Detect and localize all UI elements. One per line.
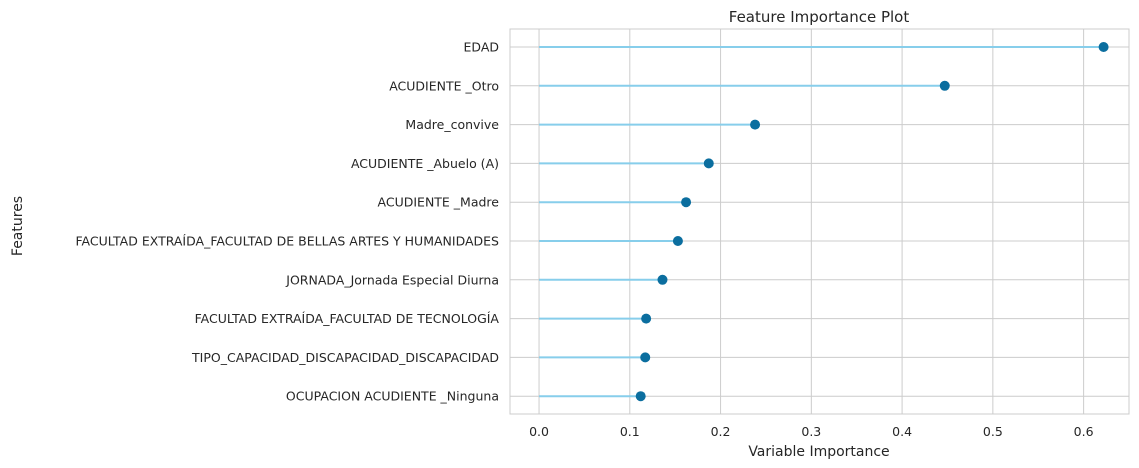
category-label: ACUDIENTE _Abuelo (A) bbox=[351, 156, 499, 171]
category-label: TIPO_CAPACIDAD_DISCAPACIDAD_DISCAPACIDAD bbox=[191, 350, 499, 365]
importance-point bbox=[750, 119, 761, 130]
category-label: EDAD bbox=[464, 40, 499, 55]
x-axis-title: Variable Importance bbox=[748, 444, 889, 460]
y-axis-title: Features bbox=[10, 196, 26, 256]
category-label: FACULTAD EXTRAÍDA_FACULTAD DE BELLAS ART… bbox=[76, 234, 500, 249]
category-label: FACULTAD EXTRAÍDA_FACULTAD DE TECNOLOGÍA bbox=[195, 311, 500, 326]
category-label: Madre_convive bbox=[405, 117, 499, 132]
importance-point bbox=[640, 352, 651, 363]
category-label: ACUDIENTE _Madre bbox=[378, 195, 500, 210]
labels-layer: 0.0 0.1 0.2 0.3 0.4 0.5 0.6 EDAD ACUDIENTE _Otro… bbox=[76, 40, 1094, 440]
x-tick-label: 0.2 bbox=[711, 424, 731, 439]
importance-point bbox=[939, 80, 950, 91]
category-label: OCUPACION ACUDIENTE _Ninguna bbox=[286, 389, 499, 404]
x-tick-label: 0.4 bbox=[892, 424, 912, 439]
x-tick-label: 0.6 bbox=[1074, 424, 1094, 439]
chart-title: Feature Importance Plot bbox=[729, 8, 910, 26]
x-tick-label: 0.1 bbox=[620, 424, 640, 439]
importance-point bbox=[672, 236, 683, 246]
importance-point bbox=[641, 313, 652, 324]
importance-point bbox=[657, 274, 668, 285]
importance-point bbox=[703, 158, 714, 169]
x-tick-label: 0.3 bbox=[801, 424, 821, 439]
x-tick-label: 0.5 bbox=[983, 424, 1003, 439]
category-label: JORNADA_Jornada Especial Diurna bbox=[285, 272, 499, 287]
importance-point bbox=[1098, 42, 1109, 52]
x-tick-label: 0.0 bbox=[529, 424, 549, 439]
category-label: ACUDIENTE _Otro bbox=[389, 78, 499, 93]
marks-layer bbox=[539, 42, 1109, 402]
importance-point bbox=[681, 197, 692, 208]
plot-frame bbox=[509, 28, 1130, 415]
importance-point bbox=[635, 391, 646, 402]
